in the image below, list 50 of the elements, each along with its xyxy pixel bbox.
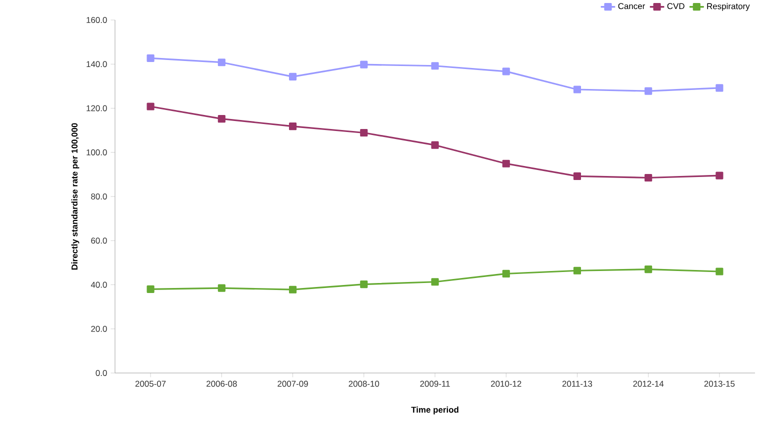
point bbox=[360, 60, 368, 68]
legend-label: CVD bbox=[667, 3, 684, 10]
y-tick-label: 0.0 bbox=[96, 370, 107, 376]
x-tick-label: 2005-07 bbox=[135, 380, 166, 387]
point bbox=[431, 278, 439, 286]
legend-label: Respiratory bbox=[707, 2, 750, 11]
point bbox=[644, 87, 652, 95]
point bbox=[146, 285, 154, 293]
y-tick-label: 160.0 bbox=[86, 17, 107, 23]
x-tick-label: 2012-14 bbox=[633, 380, 664, 387]
x-tick-label: 2011-13 bbox=[562, 380, 592, 387]
point bbox=[288, 122, 297, 130]
point bbox=[644, 174, 652, 182]
point bbox=[146, 102, 154, 110]
point bbox=[502, 160, 510, 168]
point bbox=[431, 62, 439, 70]
y-axis-title: Directly standardise rate per 100,000 bbox=[71, 123, 80, 270]
point bbox=[716, 172, 724, 180]
point bbox=[644, 266, 652, 274]
x-tick-label: 2008-10 bbox=[348, 380, 380, 387]
point bbox=[431, 141, 439, 149]
point bbox=[218, 284, 226, 292]
point bbox=[716, 84, 724, 92]
y-tick-label: 120.0 bbox=[86, 105, 107, 112]
x-axis-title: Time period bbox=[411, 406, 458, 414]
x-tick-label: 2013-15 bbox=[704, 380, 735, 387]
point bbox=[360, 128, 368, 137]
point bbox=[502, 270, 510, 278]
point bbox=[573, 172, 582, 180]
y-tick-label: 100.0 bbox=[86, 149, 107, 156]
point bbox=[573, 266, 582, 274]
point bbox=[218, 58, 226, 66]
x-tick-label: 2007-09 bbox=[278, 380, 308, 387]
point bbox=[573, 86, 582, 94]
x-tick-label: 2010-12 bbox=[491, 380, 522, 387]
y-tick-label: 140.0 bbox=[86, 61, 107, 68]
legend-label: Cancer bbox=[618, 3, 646, 10]
point bbox=[146, 54, 154, 62]
point bbox=[288, 286, 297, 294]
y-tick-label: 60.0 bbox=[91, 238, 107, 244]
x-tick-label: 2009-11 bbox=[420, 380, 450, 387]
y-tick-label: 80.0 bbox=[91, 194, 107, 200]
point bbox=[218, 115, 226, 123]
point bbox=[502, 68, 510, 76]
y-tick-label: 20.0 bbox=[91, 326, 107, 332]
point bbox=[716, 268, 724, 276]
point bbox=[288, 72, 297, 80]
x-tick-label: 2006-08 bbox=[206, 380, 237, 387]
y-tick-label: 40.0 bbox=[90, 282, 107, 288]
point bbox=[360, 280, 368, 288]
